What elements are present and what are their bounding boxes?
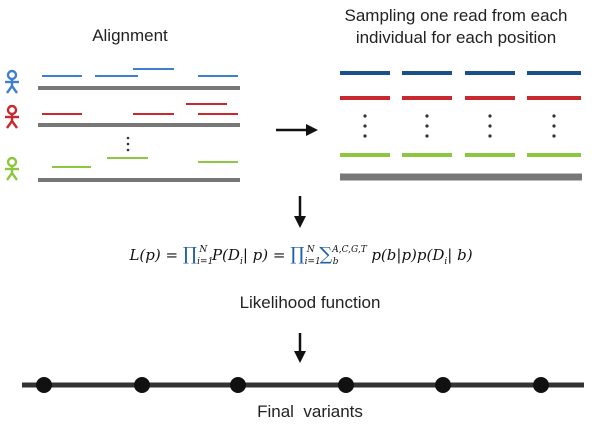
arrow-down-icon-2	[294, 333, 306, 363]
variant-markers	[36, 377, 549, 393]
arrow-right-icon	[276, 124, 318, 136]
term1-subscript: i	[239, 257, 243, 267]
sampled-ellipsis	[363, 114, 556, 138]
final-variants-label: Final variants	[257, 402, 363, 421]
variant-marker	[338, 377, 354, 393]
person-icon-blue	[5, 69, 19, 94]
sum-upper: A,C,G,T	[332, 245, 367, 255]
variant-marker	[230, 377, 246, 393]
sum-symbol: ∑	[319, 244, 333, 265]
product-2-lower: i=1	[304, 257, 321, 267]
sampling-label-line2: individual for each position	[355, 28, 557, 47]
person-icon-red	[5, 104, 19, 129]
sum-lower: b	[332, 257, 339, 267]
blue-reads	[42, 68, 238, 77]
product-1-upper: N	[199, 245, 208, 255]
product-symbol-1: ∏	[182, 244, 198, 265]
formula-term1-rest: | p) =	[242, 246, 286, 264]
variant-marker	[36, 377, 52, 393]
product-2-upper: N	[306, 245, 315, 255]
likelihood-label: Likelihood function	[239, 293, 381, 312]
product-symbol-2: ∏	[290, 244, 305, 265]
green-reads	[52, 157, 238, 168]
product-1-lower: i=1	[197, 257, 214, 267]
formula-term1: P(D	[211, 246, 240, 264]
alignment-ellipsis	[126, 136, 130, 152]
person-icon-green	[5, 156, 19, 181]
term2-subscript: i	[444, 257, 448, 267]
variant-marker	[435, 377, 451, 393]
arrow-down-icon-1	[294, 196, 306, 228]
formula-term2: p(b|p)p(D	[371, 246, 445, 264]
sampling-label-line1: Sampling one read from each	[344, 6, 568, 25]
likelihood-formula: L(p) = ∏i=1N P(Di| p) = ∏i=1N ∑A,C,G,Tb …	[0, 244, 602, 267]
formula-term2-rest: | b)	[447, 246, 473, 264]
red-reads	[42, 103, 238, 115]
formula-lhs: L(p) =	[129, 246, 179, 264]
variant-marker	[134, 377, 150, 393]
variant-marker	[533, 377, 549, 393]
alignment-label: Alignment	[92, 26, 168, 45]
